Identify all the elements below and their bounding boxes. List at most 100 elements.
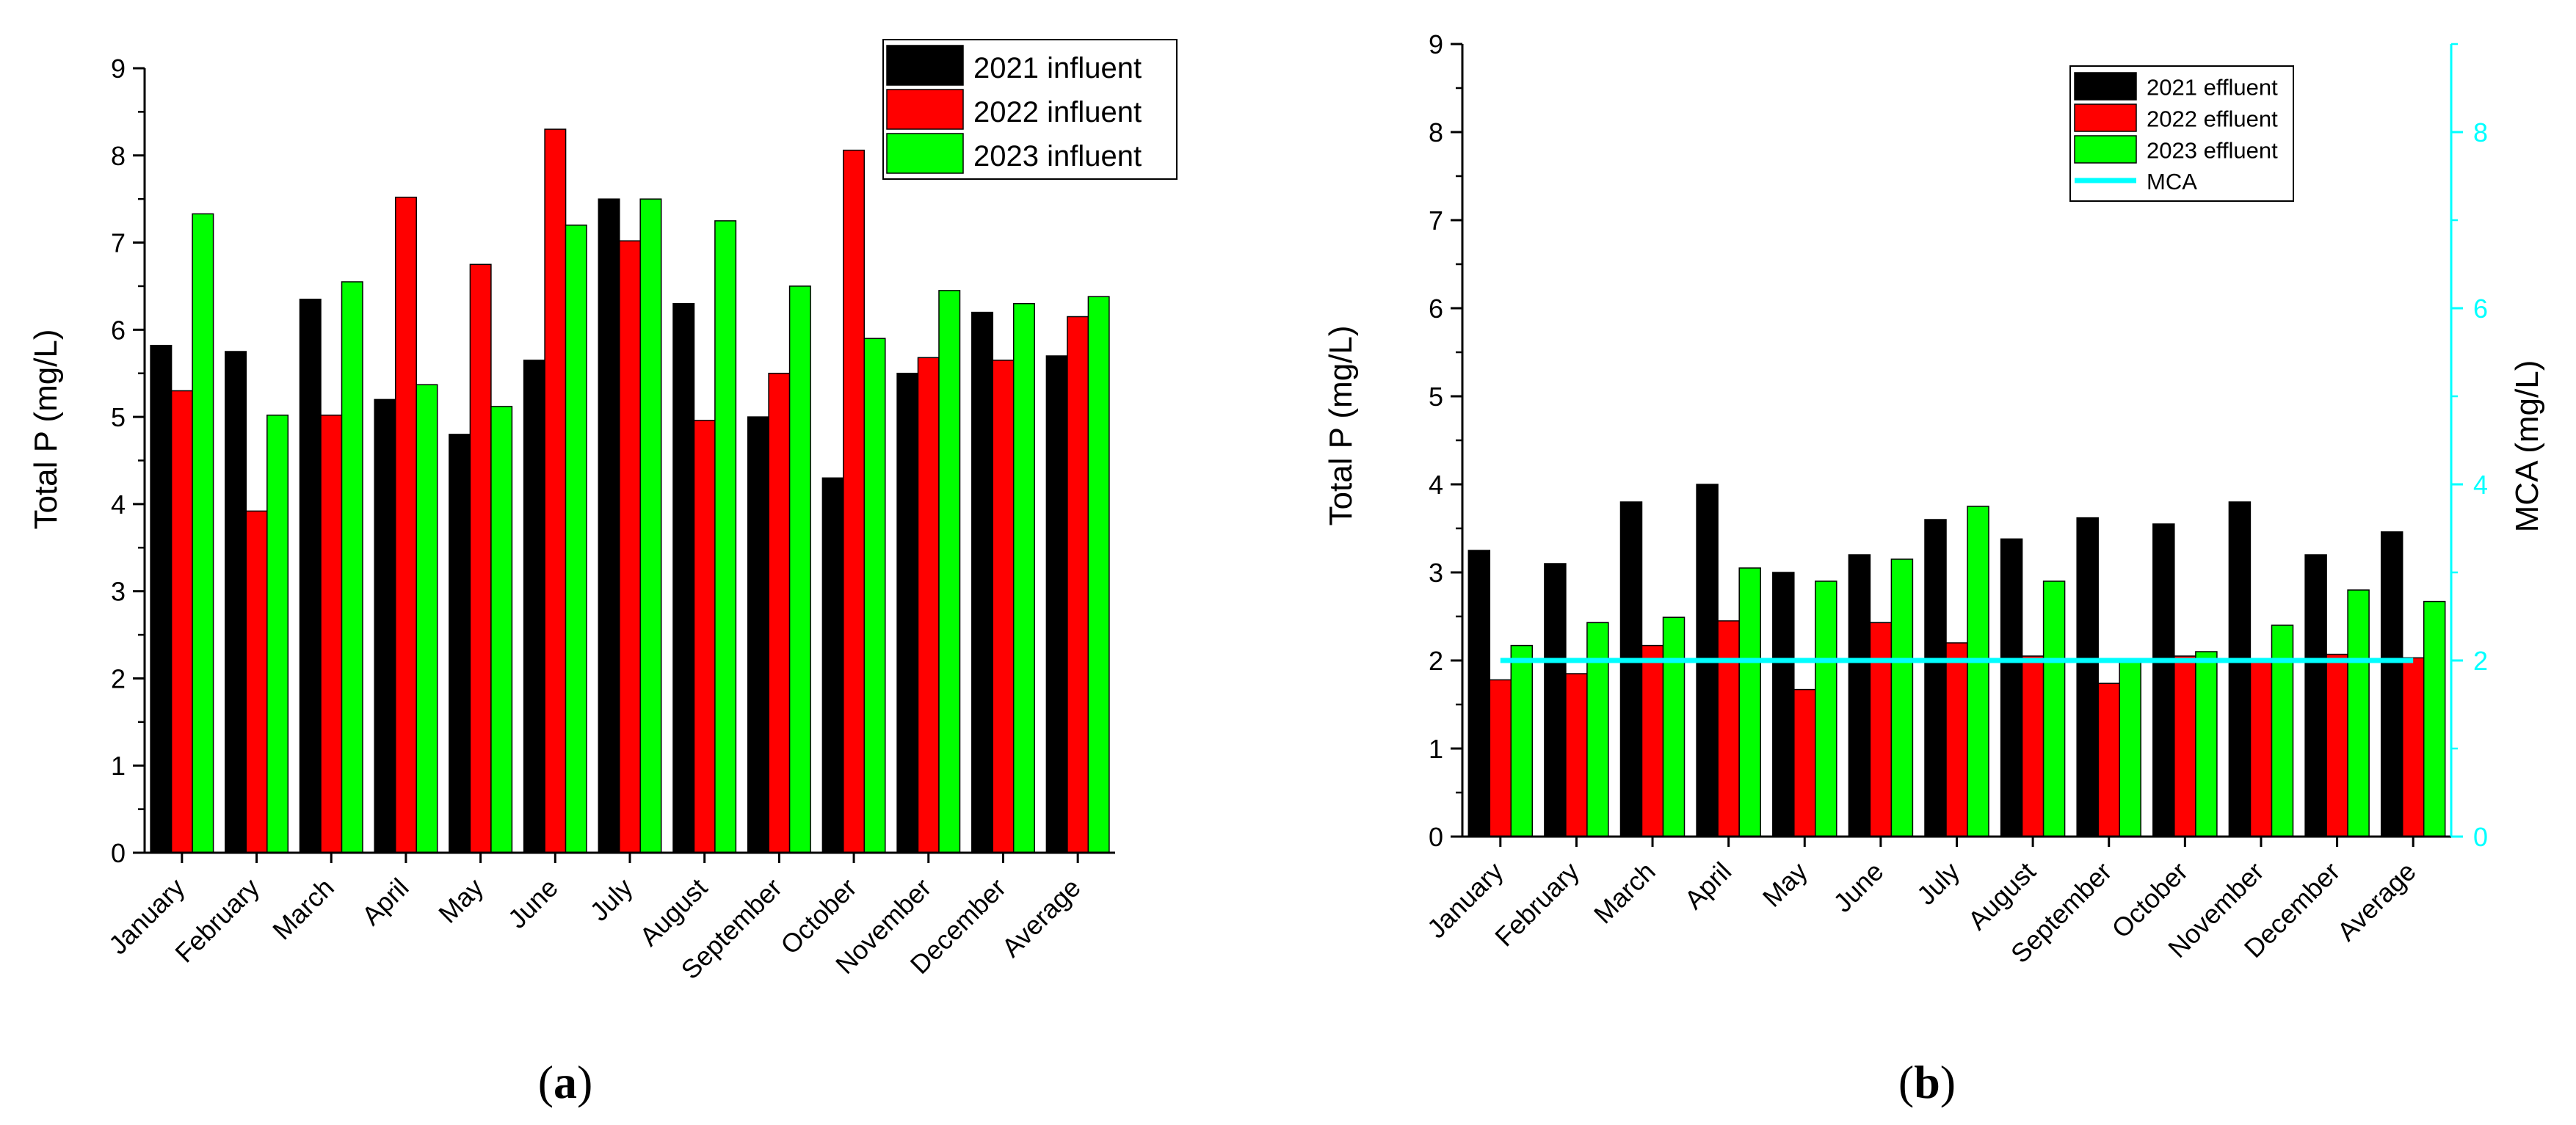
a-bar-2023-influent-may	[490, 406, 513, 853]
b-y-tick-label-4: 4	[1429, 470, 1443, 500]
a-bar-2022-influent-july	[619, 240, 642, 853]
a-bar-2022-influent-average	[1067, 316, 1089, 853]
a-bar-2022-influent-february	[245, 510, 268, 853]
b-bar-2021-effluent-october	[2152, 523, 2175, 837]
a-bar-2023-influent-january	[192, 213, 214, 853]
b-bar-2021-effluent-january	[1467, 550, 1491, 837]
a-bar-2023-influent-august	[714, 220, 737, 853]
b-bar-2021-effluent-december	[2304, 554, 2327, 837]
b-bar-2023-effluent-march	[1662, 616, 1686, 837]
b-y2-tick-label-4: 8	[2473, 117, 2488, 148]
b-bar-2022-effluent-july	[1945, 642, 1968, 837]
a-bar-2023-influent-october	[863, 338, 886, 853]
b-bar-2023-effluent-june	[1890, 558, 1914, 837]
b-bar-2023-effluent-january	[1510, 644, 1534, 837]
a-bar-2022-influent-june	[544, 128, 567, 853]
b-legend-swatch-2022-effluent	[2074, 103, 2137, 132]
a-y-tick-label-9: 9	[111, 54, 126, 84]
a-bar-2021-influent-january	[150, 344, 173, 853]
a-bar-2021-influent-april	[374, 398, 396, 853]
a-bar-2021-influent-december	[971, 311, 994, 853]
panel-label-b: (b)	[1898, 1056, 1956, 1108]
a-bar-2023-influent-september	[788, 285, 811, 853]
a-y-tick-label-6: 6	[111, 315, 126, 345]
a-bar-2023-influent-december	[1012, 302, 1035, 853]
b-y2-tick-label-1: 2	[2473, 646, 2488, 676]
b-y-tick-label-3: 3	[1429, 558, 1443, 588]
b-bar-2022-effluent-average	[2401, 657, 2425, 837]
a-bar-2022-influent-october	[843, 149, 866, 853]
a-bar-2021-influent-august	[672, 302, 695, 853]
a-bar-2023-influent-july	[639, 198, 662, 853]
b-bar-2021-effluent-may	[1772, 572, 1795, 837]
b-bar-2021-effluent-november	[2228, 501, 2252, 837]
chart-a-bars	[150, 128, 1110, 853]
b-y-tick-label-2: 2	[1429, 646, 1443, 676]
b-bar-2021-effluent-february	[1544, 563, 1567, 837]
a-legend-swatch-2022-influent	[886, 89, 964, 130]
a-bar-2021-influent-may	[449, 434, 471, 853]
b-bar-2023-effluent-average	[2423, 600, 2446, 837]
b-y2-tick-label-2: 4	[2473, 470, 2488, 500]
chart-b-y-axis-title: Total P (mg/L)	[1323, 325, 1359, 525]
a-bar-2021-influent-october	[821, 477, 844, 853]
a-bar-2023-influent-average	[1087, 296, 1110, 853]
a-bar-2021-influent-average	[1045, 355, 1068, 853]
b-bar-2022-effluent-april	[1717, 620, 1740, 837]
b-y2-tick-label-0: 0	[2473, 822, 2488, 852]
b-bar-2021-effluent-june	[1848, 554, 1871, 837]
b-y-tick-label-1: 1	[1429, 734, 1443, 764]
panel-label-a-open: (	[538, 1056, 554, 1108]
chart-b-y2-axis-title: MCA (mg/L)	[2509, 360, 2545, 533]
b-bar-2022-effluent-march	[1641, 644, 1664, 837]
a-y-tick-label-8: 8	[111, 141, 126, 171]
b-bar-2021-effluent-july	[1924, 519, 1947, 837]
b-bar-2023-effluent-february	[1586, 622, 1609, 837]
a-bar-2022-influent-january	[170, 390, 193, 853]
b-bar-2022-effluent-august	[2021, 655, 2045, 837]
a-bar-2022-influent-may	[469, 263, 492, 853]
b-bar-2023-effluent-august	[2042, 580, 2066, 837]
a-legend-swatch-2023-influent	[886, 133, 964, 174]
b-bar-2023-effluent-october	[2195, 651, 2218, 837]
b-y-tick-label-8: 8	[1429, 117, 1443, 148]
a-y-tick-label-4: 4	[111, 489, 126, 520]
a-bar-2022-influent-august	[693, 420, 716, 853]
b-y-tick-label-9: 9	[1429, 29, 1443, 59]
b-bar-2022-effluent-may	[1793, 688, 1816, 837]
b-legend-swatch-2023-effluent	[2074, 135, 2137, 164]
b-bar-2022-effluent-october	[2174, 655, 2196, 837]
a-bar-2023-influent-june	[565, 225, 587, 853]
b-y-tick-label-6: 6	[1429, 294, 1443, 324]
chart-b-legend: 2021 effluent 2022 effluent 2023 effluent M…	[2069, 65, 2294, 202]
b-y-tick-label-7: 7	[1429, 205, 1443, 236]
b-bar-2021-effluent-august	[2000, 538, 2023, 837]
a-bar-2023-influent-february	[266, 414, 289, 853]
a-legend-label-2022-influent: 2022 influent	[973, 96, 1142, 128]
b-bar-2022-effluent-january	[1489, 679, 1512, 837]
panel-label-a-close: )	[577, 1056, 592, 1108]
b-bar-2021-effluent-average	[2380, 531, 2403, 837]
b-legend-label-2021-effluent: 2021 effluent	[2147, 75, 2278, 101]
panel-label-a-letter: a	[554, 1056, 577, 1108]
panel-label-b-open: (	[1898, 1056, 1914, 1108]
b-y-tick-label-5: 5	[1429, 382, 1443, 412]
b-y2-tick-label-3: 6	[2473, 294, 2488, 324]
a-y-tick-label-3: 3	[111, 577, 126, 607]
a-bar-2022-influent-december	[992, 360, 1015, 853]
b-y-tick-label-0: 0	[1429, 822, 1443, 852]
b-bar-2022-effluent-november	[2249, 660, 2273, 837]
a-bar-2021-influent-june	[523, 360, 545, 853]
b-bar-2023-effluent-april	[1738, 567, 1761, 837]
b-bar-2022-effluent-june	[1869, 622, 1893, 837]
a-bar-2021-influent-february	[225, 351, 247, 853]
a-legend-label-2021-influent: 2021 influent	[973, 52, 1142, 84]
a-legend-label-2023-influent: 2023 influent	[973, 140, 1142, 172]
b-legend-swatch-2021-effluent	[2074, 72, 2137, 101]
a-bar-2021-influent-november	[896, 372, 919, 853]
a-bar-2021-influent-march	[299, 299, 322, 853]
a-bar-2023-influent-november	[938, 290, 961, 853]
a-bar-2021-influent-september	[747, 416, 769, 853]
a-bar-2022-influent-april	[394, 197, 417, 853]
